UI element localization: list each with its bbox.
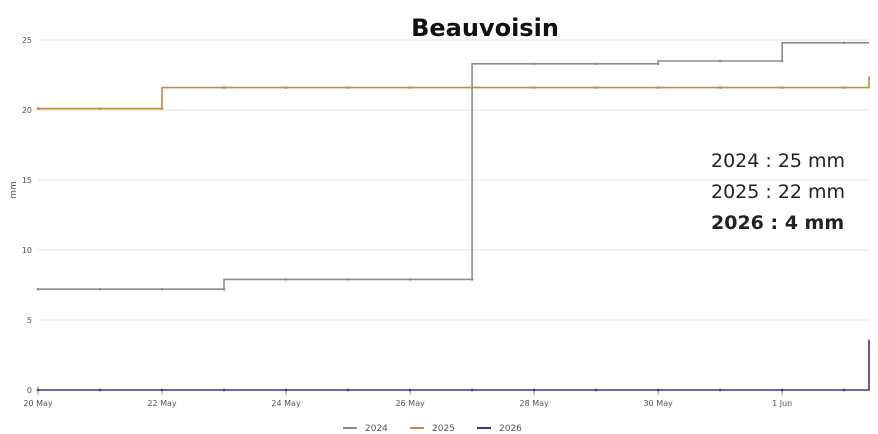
legend-label-2025: 2025 xyxy=(432,424,455,434)
series-point-2026 xyxy=(36,388,40,392)
x-tick-label: 26 May xyxy=(395,399,425,408)
series-point-2025 xyxy=(718,86,722,89)
x-tick-label: 22 May xyxy=(147,399,177,408)
series-point-2024 xyxy=(160,287,164,291)
series-point-2025 xyxy=(284,86,288,89)
y-tick-label: 25 xyxy=(22,36,32,45)
legend: 2024 2025 2026 xyxy=(343,424,522,434)
series-point-2026 xyxy=(532,388,536,392)
series-point-2024 xyxy=(36,287,40,291)
series-point-2025 xyxy=(594,86,598,89)
y-tick-label: 5 xyxy=(27,316,32,325)
series-point-2024 xyxy=(346,278,350,281)
series-point-2026 xyxy=(408,388,412,392)
series-point-2026 xyxy=(470,388,474,392)
y-tick-label: 10 xyxy=(22,246,32,255)
series-point-2024 xyxy=(780,59,784,63)
series-point-2025 xyxy=(470,86,474,89)
series-line-2024 xyxy=(38,41,869,291)
series-point-2026 xyxy=(718,388,722,392)
series-point-2024 xyxy=(408,278,412,281)
series-point-2024 xyxy=(594,62,598,66)
series-point-2026 xyxy=(160,388,164,392)
series-point-2025 xyxy=(222,86,226,89)
y-tick-label: 0 xyxy=(27,386,32,395)
x-tick-label: 20 May xyxy=(23,399,53,408)
series-point-2025 xyxy=(98,107,102,110)
y-tick-label: 15 xyxy=(22,176,32,185)
series-point-2024 xyxy=(222,287,226,291)
series-point-2025 xyxy=(532,86,536,89)
x-tick-label: 24 May xyxy=(271,399,301,408)
series-point-2026 xyxy=(346,388,350,392)
series-point-2025 xyxy=(160,107,164,110)
series-point-2025 xyxy=(780,86,784,89)
series-lines xyxy=(36,41,870,392)
total-2026: 2026 : 4 mm xyxy=(711,212,845,234)
series-point-2026 xyxy=(656,388,660,392)
series-point-2025 xyxy=(346,86,350,89)
total-2024: 2024 : 25 mm xyxy=(711,150,846,172)
series-point-2025 xyxy=(842,86,846,89)
series-line-2025 xyxy=(38,76,870,110)
series-point-2026 xyxy=(222,388,226,392)
rainfall-totals: 2024 : 25 mm 2025 : 22 mm 2026 : 4 mm xyxy=(711,146,845,239)
chart-title: Beauvoisin xyxy=(411,14,559,42)
series-point-2026 xyxy=(842,388,846,392)
series-line-2026 xyxy=(38,339,870,391)
series-point-2026 xyxy=(284,388,288,392)
series-point-2026 xyxy=(594,388,598,392)
x-tick-label: 30 May xyxy=(644,399,674,408)
x-tick-label: 28 May xyxy=(519,399,549,408)
x-axis-ticks: 20 May 22 May 24 May 26 May 28 May 30 May 1 Ju… xyxy=(23,386,792,408)
series-point-2026 xyxy=(98,388,102,392)
series-point-2024 xyxy=(284,278,288,281)
series-point-2024 xyxy=(98,287,102,291)
y-axis-label: mm xyxy=(9,181,19,199)
series-point-2025 xyxy=(408,86,412,89)
total-2025: 2025 : 22 mm xyxy=(711,181,846,203)
series-point-2025 xyxy=(36,107,40,110)
y-tick-label: 20 xyxy=(22,106,32,115)
x-tick-label: 1 Jun xyxy=(772,399,792,408)
series-point-2024 xyxy=(718,59,722,63)
series-point-2024 xyxy=(842,41,846,45)
series-point-2025 xyxy=(656,86,660,89)
series-point-2026 xyxy=(780,388,784,392)
series-point-2024 xyxy=(532,62,536,66)
y-axis-ticks: 0 5 10 15 20 25 xyxy=(22,36,32,395)
series-point-2024 xyxy=(656,62,660,66)
series-point-2024 xyxy=(470,278,474,281)
legend-label-2026: 2026 xyxy=(499,424,522,434)
legend-label-2024: 2024 xyxy=(365,424,388,434)
